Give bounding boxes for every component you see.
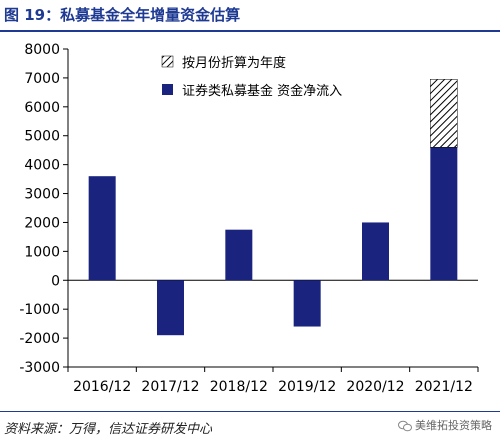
bar-net-inflow [157, 280, 184, 336]
figure-title: 图 19：私募基金全年增量资金估算 [4, 6, 241, 24]
y-tick-label: 8000 [24, 42, 60, 58]
x-tick-label: 2017/12 [141, 379, 199, 395]
y-tick-label: 2000 [24, 215, 60, 231]
figure-title-bar: 图 19：私募基金全年增量资金估算 [0, 0, 500, 32]
bar-chart: 8000 7000 6000 5000 4000 3000 2000 1000 0 -1000 -2… [19, 42, 479, 395]
bar-annualized-estimate [430, 79, 458, 148]
legend-swatch-solid [162, 84, 173, 95]
x-tick-label: 2016/12 [73, 379, 131, 395]
bar-net-inflow [293, 280, 321, 327]
wechat-icon [398, 420, 412, 432]
bar-net-inflow [362, 222, 389, 281]
y-tick-label: 3000 [24, 187, 60, 203]
legend-swatch-hatched [161, 55, 174, 68]
bar-net-inflow [88, 176, 116, 281]
y-tick-label: 0 [51, 273, 60, 289]
source-note: 资料来源：万得，信达证券研发中心 [4, 422, 213, 437]
x-tick-label: 2019/12 [278, 379, 336, 395]
x-tick-label: 2021/12 [415, 379, 473, 395]
y-tick-label: 7000 [24, 71, 60, 87]
y-tick-label: 4000 [24, 158, 60, 174]
y-tick-label: -1000 [19, 302, 60, 318]
y-tick-label: -3000 [19, 360, 60, 376]
y-tick-label: 1000 [24, 244, 60, 260]
legend-label-net-inflow: 证券类私募基金 资金净流入 [182, 83, 342, 99]
y-tick-label: 6000 [24, 100, 60, 116]
x-tick-label: 2020/12 [346, 379, 404, 395]
x-tick-label: 2018/12 [210, 379, 268, 395]
bar-net-inflow [430, 147, 458, 281]
bar-net-inflow [225, 229, 253, 281]
legend-label-annualized: 按月份折算为年度 [182, 55, 286, 71]
y-tick-label: 5000 [24, 129, 60, 145]
chart-axes: 8000 7000 6000 5000 4000 3000 2000 1000 0 -1000 -2… [19, 42, 479, 395]
source-bar: 资料来源：万得，信达证券研发中心 美维拓投资策略 [0, 411, 500, 442]
y-tick-label: -2000 [19, 331, 60, 347]
watermark-text: 美维拓投资策略 [415, 419, 492, 432]
chart-bars [88, 79, 458, 336]
watermark: 美维拓投资策略 [398, 417, 492, 433]
